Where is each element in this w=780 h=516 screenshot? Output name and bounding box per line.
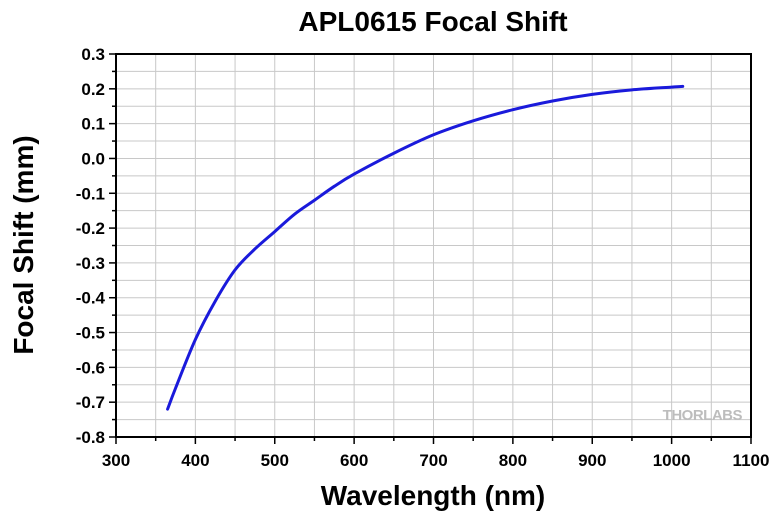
x-tick-label: 1000 <box>653 451 691 470</box>
x-tick-label: 400 <box>181 451 209 470</box>
y-tick-labels: 0.3 0.2 0.1 0.0 -0.1 -0.2 -0.3 -0.4 -0.5 -0.6 -0.7… <box>76 45 106 447</box>
x-tick-label: 700 <box>419 451 447 470</box>
y-tick-label: -0.4 <box>76 289 106 308</box>
y-tick-label: -0.6 <box>76 358 105 377</box>
series-line <box>166 84 685 411</box>
x-axis-label: Wavelength (nm) <box>321 480 546 511</box>
y-tick-label: -0.8 <box>76 428 105 447</box>
y-tick-label: 0.2 <box>81 80 105 99</box>
x-tick-label: 300 <box>102 451 130 470</box>
y-tick-label: -0.7 <box>76 393 105 412</box>
y-tick-label: 0.3 <box>81 45 105 64</box>
y-axis-label: Focal Shift (mm) <box>8 135 39 354</box>
chart-title: APL0615 Focal Shift <box>298 6 567 37</box>
x-tick-label: 800 <box>499 451 527 470</box>
thorlabs-logo: THORLABS <box>663 407 743 424</box>
x-tick-labels: 300 400 500 600 700 800 900 1000 1100 <box>102 451 770 470</box>
axis-ticks <box>109 53 752 444</box>
x-tick-label: 900 <box>578 451 606 470</box>
series-group <box>166 84 685 411</box>
plot-frame <box>115 53 752 438</box>
y-tick-label: 0.0 <box>81 149 105 168</box>
y-tick-label: 0.1 <box>81 115 105 134</box>
x-tick-label: 1100 <box>733 451 770 470</box>
y-tick-label: -0.3 <box>76 254 105 273</box>
y-tick-label: -0.2 <box>76 219 105 238</box>
y-tick-label: -0.1 <box>76 184 105 203</box>
x-tick-label: 500 <box>261 451 289 470</box>
y-tick-label: -0.5 <box>76 324 105 343</box>
grid-lines <box>116 54 751 437</box>
x-tick-label: 600 <box>340 451 368 470</box>
